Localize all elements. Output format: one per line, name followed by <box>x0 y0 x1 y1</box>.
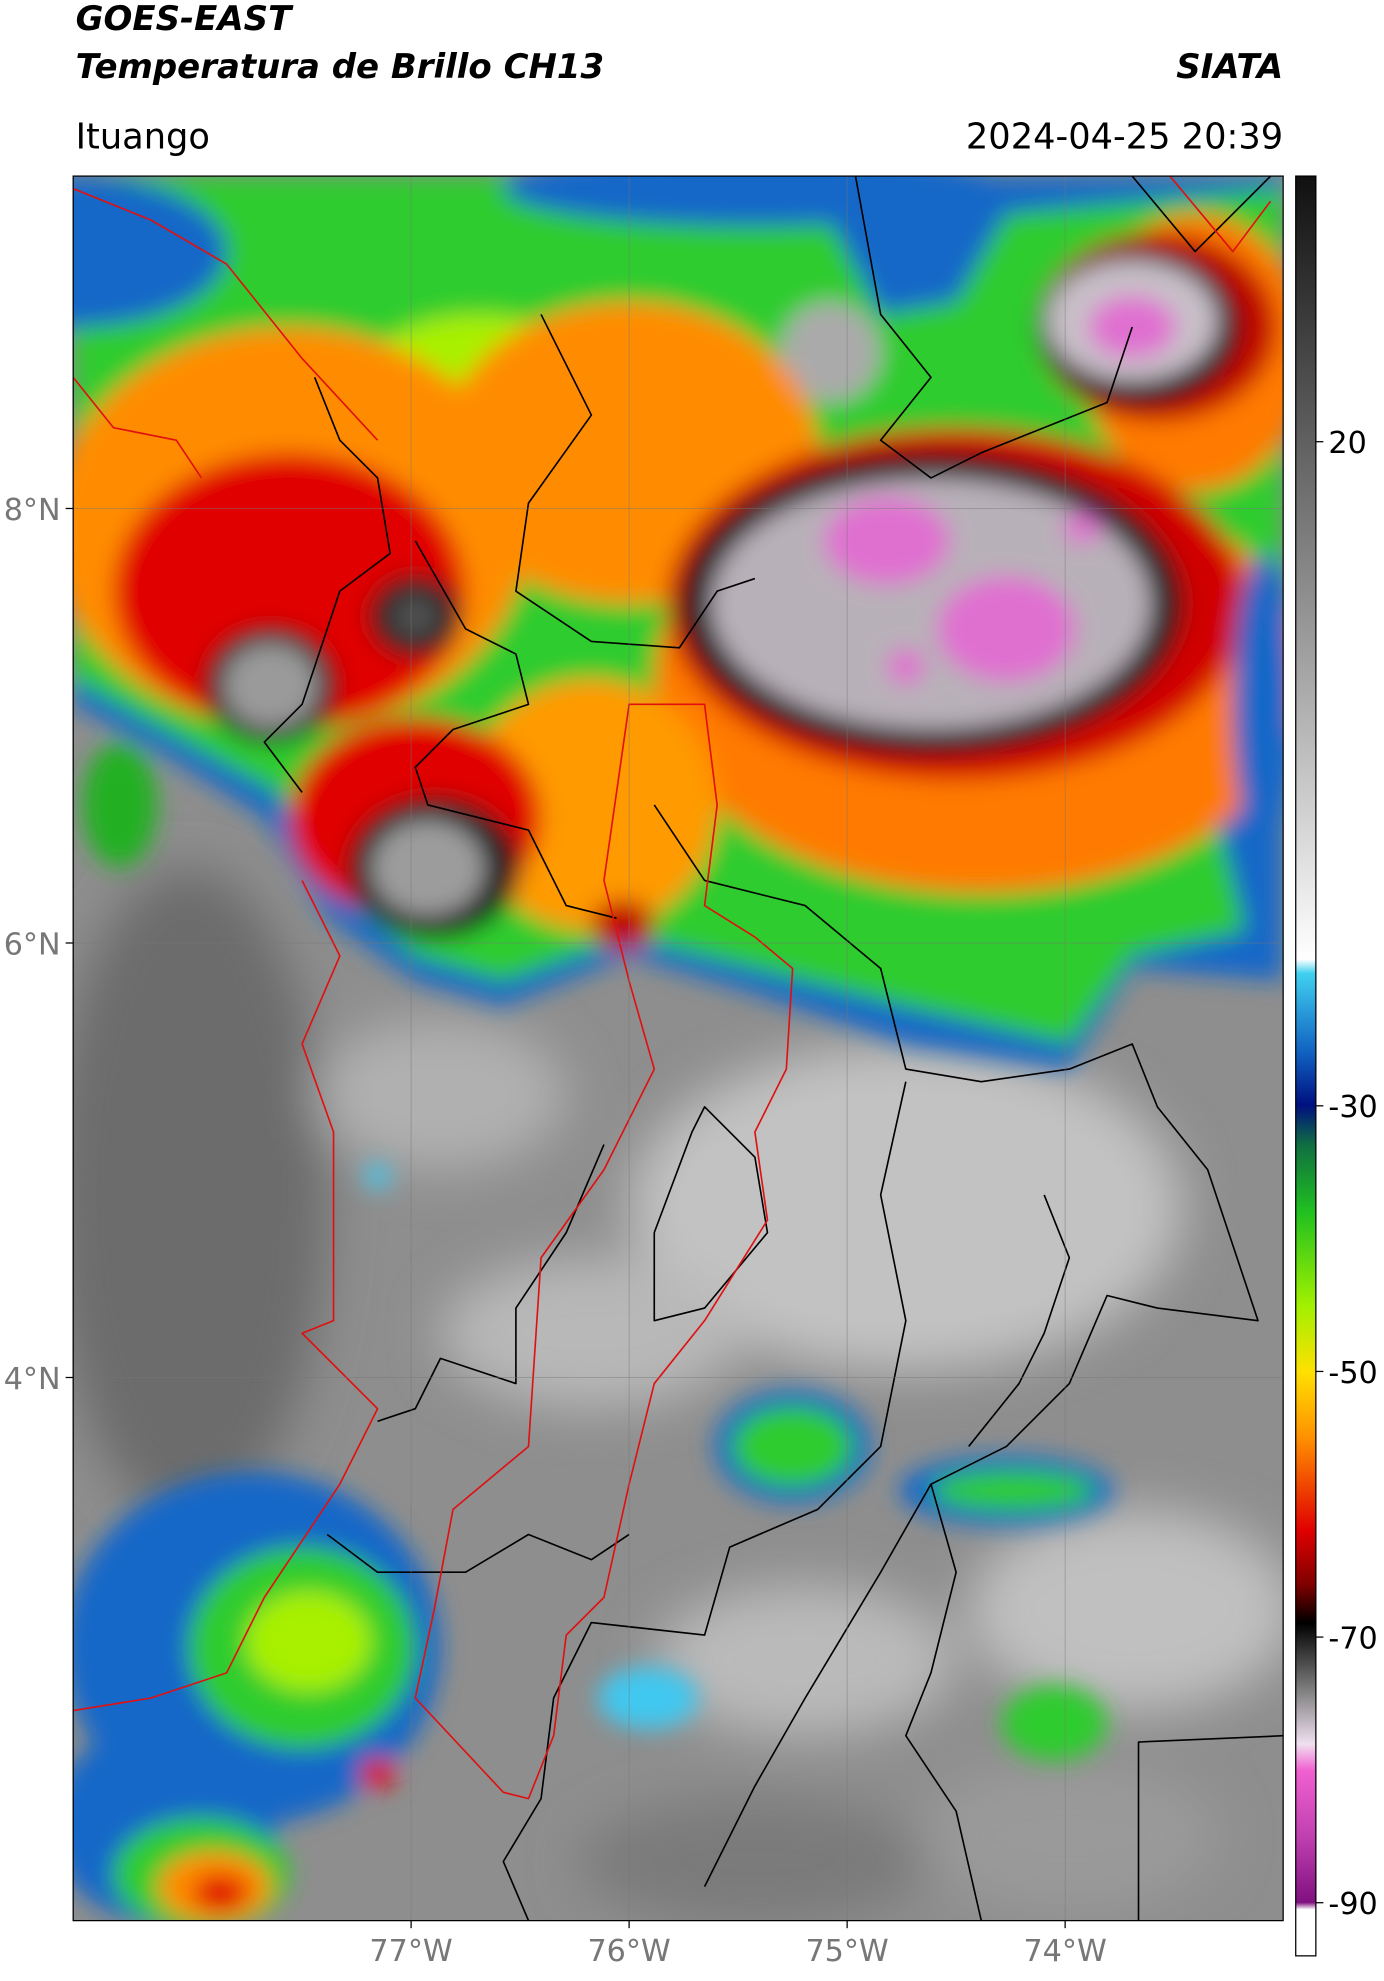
grid <box>73 176 1284 1921</box>
cloud-region <box>73 176 1284 1921</box>
cloud-region <box>371 820 485 916</box>
location: Ituango <box>76 116 210 157</box>
cloud-region <box>359 1758 396 1789</box>
borders <box>73 176 1284 1921</box>
cloud-region <box>364 1163 391 1189</box>
cloud-region <box>314 1018 567 1170</box>
colorbar-tick-label: -90 <box>1328 1887 1377 1922</box>
source: SIATA <box>1176 47 1283 87</box>
cloud-region <box>886 649 925 685</box>
cloud-region <box>73 867 328 1522</box>
cloud-region <box>937 576 1076 682</box>
cloud-region <box>1232 553 1284 856</box>
x-tick-label: 74°W <box>1023 1934 1106 1969</box>
cloud-region <box>73 867 1284 1921</box>
cloud-region <box>591 899 655 950</box>
cloud-region <box>930 1470 1095 1511</box>
cloud-region <box>629 1043 1183 1371</box>
cloud-region <box>113 452 466 730</box>
cloud-region <box>1063 513 1101 544</box>
x-tick-label: 75°W <box>805 1934 888 1969</box>
cloud-region <box>465 679 718 931</box>
cloud-region <box>245 1591 372 1692</box>
map-frame <box>72 175 1284 1922</box>
cloud-region <box>222 642 319 729</box>
y-tick-label: 6°N <box>4 927 61 962</box>
x-tick-label: 77°W <box>369 1934 452 1969</box>
cloud-region <box>73 176 1272 1800</box>
colorbar <box>1295 175 1317 1957</box>
title: GOES-EAST <box>76 0 294 39</box>
cloud-region <box>780 301 881 403</box>
y-tick-label: 8°N <box>4 493 61 528</box>
satellite-image <box>73 176 1284 1921</box>
colorbar-tick-label: -30 <box>1328 1090 1377 1125</box>
cloud-region <box>918 1760 1221 1912</box>
cloud-region <box>654 1584 957 1736</box>
cloud-region <box>824 496 950 585</box>
cloud-region <box>597 1666 699 1730</box>
cloud-region <box>578 1798 931 1921</box>
colorbar-tick-label: -70 <box>1328 1621 1377 1656</box>
title: Temperatura de Brillo CH13 <box>76 47 604 87</box>
cloud-region <box>830 905 1032 1007</box>
cloud-region <box>440 1257 743 1409</box>
colorbar-tick-label: -50 <box>1328 1356 1377 1391</box>
y-tick-label: 4°N <box>4 1362 61 1397</box>
cloud-region <box>1001 1685 1108 1761</box>
cloud-region <box>968 1509 1284 1711</box>
datetime: 2024-04-25 20:39 <box>966 116 1283 157</box>
colorbar-tick-label: 20 <box>1328 426 1366 461</box>
cloud-region <box>73 176 227 327</box>
cloud-region <box>390 593 441 639</box>
cloud-region <box>732 1406 853 1487</box>
cloud-region <box>81 742 158 868</box>
x-tick-label: 76°W <box>587 1934 670 1969</box>
cloud-region <box>503 176 1007 227</box>
cloud-region <box>192 1874 249 1912</box>
